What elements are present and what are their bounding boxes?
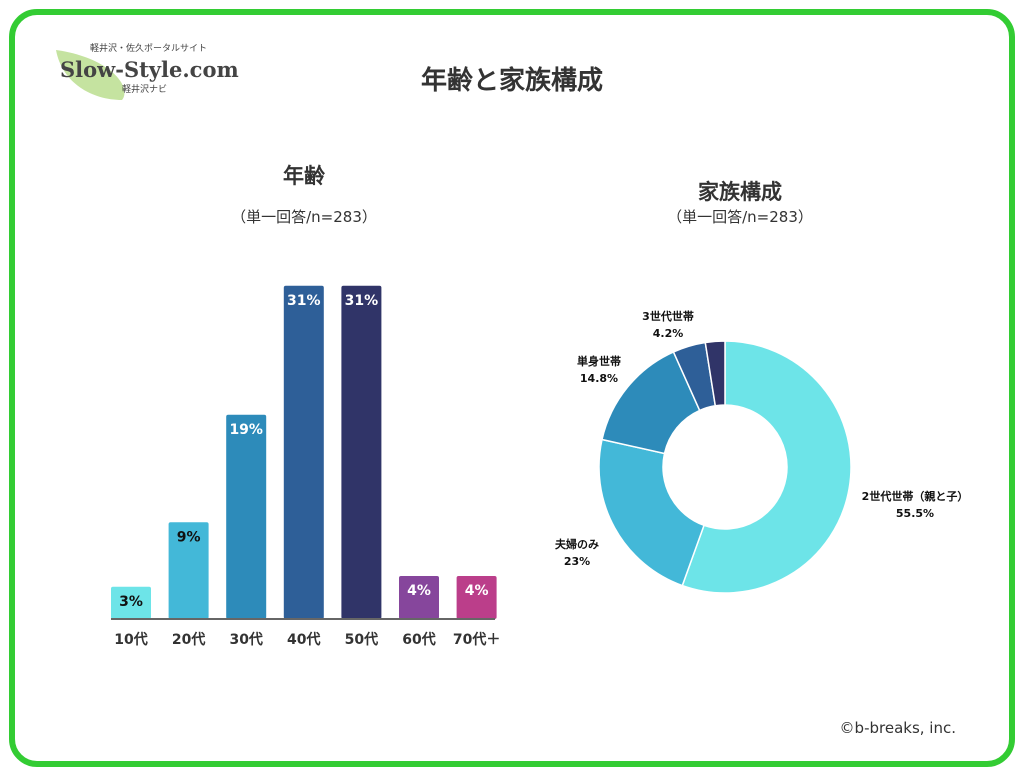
leaf-icon — [56, 50, 125, 100]
bar-value-label: 9% — [177, 529, 201, 545]
slice-value-label: 4.2% — [653, 327, 684, 340]
bar-1 — [168, 522, 209, 619]
logo-subtitle: 軽井沢ナビ — [122, 85, 168, 95]
slice-value-label: 55.5% — [896, 507, 934, 520]
donut-chart-subtitle: （単一回答/n=283） — [667, 208, 813, 226]
donut-slice-0 — [681, 340, 852, 594]
bar-6 — [456, 576, 497, 619]
slice-category-label: 2世代世帯（親と子） — [862, 489, 969, 503]
logo: 軽井沢・佐久ポータルサイト Slow-Style.com 軽井沢ナビ — [52, 44, 262, 110]
donut-slice-1 — [598, 438, 705, 587]
bar-value-label: 19% — [229, 422, 263, 438]
bar-chart: 3% 10代 9% 20代 19% 30代 31% 40代 31% 50代 4% 60代 4% 70代＋ — [111, 285, 500, 648]
bar-value-label: 4% — [407, 583, 431, 599]
x-tick-label: 10代 — [114, 631, 147, 648]
x-tick-label: 50代 — [345, 631, 378, 648]
x-tick-label: 60代 — [402, 631, 435, 648]
slice-category-label: 単身世帯 — [577, 354, 621, 368]
donut-chart: 2世代世帯（親と子） 55.5% 夫婦のみ 23% 単身世帯 14.8% 3世代世帯 4.2% — [555, 309, 969, 594]
bar-chart-subtitle: （単一回答/n=283） — [231, 208, 377, 226]
bar-value-label: 31% — [287, 293, 321, 309]
bar-value-label: 4% — [465, 583, 489, 599]
donut-chart-title: 家族構成 — [698, 180, 782, 204]
page-title: 年齢と家族構成 — [420, 66, 603, 96]
x-tick-label: 20代 — [172, 631, 205, 648]
slice-category-label: 3世代世帯 — [642, 309, 694, 323]
bar-3 — [283, 285, 324, 619]
x-tick-label: 70代＋ — [453, 631, 500, 648]
bar-chart-title: 年齢 — [283, 164, 325, 188]
slice-value-label: 14.8% — [580, 372, 618, 385]
page-frame — [9, 9, 1015, 767]
slice-category-label: 夫婦のみ — [555, 537, 599, 551]
logo-text: Slow-Style.com — [60, 57, 239, 82]
logo-tagline: 軽井沢・佐久ポータルサイト — [90, 44, 208, 54]
bar-value-label: 31% — [345, 293, 379, 309]
copyright: ©b-breaks, inc. — [839, 719, 956, 737]
slice-value-label: 23% — [564, 555, 590, 568]
bar-2 — [226, 414, 267, 619]
bar-0 — [111, 586, 151, 619]
x-tick-label: 30代 — [229, 631, 262, 648]
bar-5 — [399, 576, 439, 619]
bar-4 — [341, 285, 382, 619]
donut-slice-4 — [704, 340, 726, 407]
bar-value-label: 3% — [119, 594, 143, 610]
x-tick-label: 40代 — [287, 631, 320, 648]
